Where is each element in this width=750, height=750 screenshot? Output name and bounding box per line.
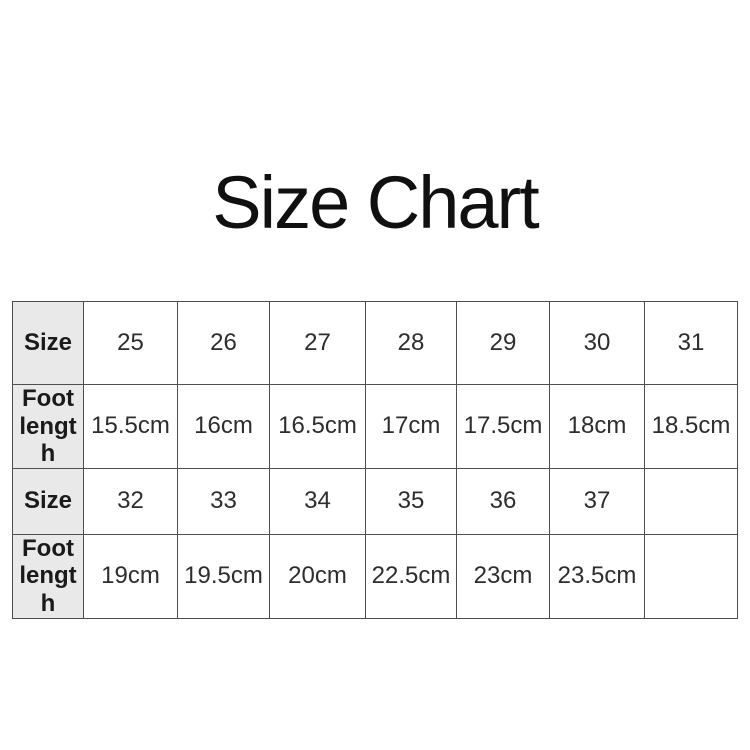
table-cell: 29 — [456, 301, 550, 385]
table-row-sizes-2: Size 32 33 34 35 36 37 — [12, 467, 738, 535]
table-row-foot-lengths-2: Foot length 19cm 19.5cm 20cm 22.5cm 23cm… — [12, 533, 738, 619]
table-row-sizes-1: Size 25 26 27 28 29 30 31 — [12, 301, 738, 385]
table-cell: 17cm — [365, 384, 457, 469]
table-cell: 34 — [269, 467, 366, 535]
table-cell: 20cm — [269, 533, 366, 619]
table-cell: 36 — [456, 467, 550, 535]
table-cell: 25 — [83, 301, 178, 385]
table-cell: 18cm — [549, 384, 645, 469]
row-header-foot-length: Foot length — [12, 384, 84, 469]
table-cell: 31 — [644, 301, 738, 385]
table-cell: 35 — [365, 467, 457, 535]
table-cell: 37 — [549, 467, 645, 535]
table-cell: 33 — [177, 467, 270, 535]
table-cell: 30 — [549, 301, 645, 385]
row-header-size: Size — [12, 467, 84, 535]
table-cell: 17.5cm — [456, 384, 550, 469]
size-chart-table: Size 25 26 27 28 29 30 31 Foot length 15… — [12, 301, 738, 619]
table-cell: 32 — [83, 467, 178, 535]
page-title: Size Chart — [212, 160, 539, 244]
table-cell: 19cm — [83, 533, 178, 619]
table-cell: 18.5cm — [644, 384, 738, 469]
table-row-foot-lengths-1: Foot length 15.5cm 16cm 16.5cm 17cm 17.5… — [12, 384, 738, 469]
table-cell: 26 — [177, 301, 270, 385]
table-cell: 16.5cm — [269, 384, 366, 469]
table-cell: 23cm — [456, 533, 550, 619]
table-cell: 15.5cm — [83, 384, 178, 469]
table-cell: 27 — [269, 301, 366, 385]
table-cell: 28 — [365, 301, 457, 385]
table-cell: 22.5cm — [365, 533, 457, 619]
table-cell: 19.5cm — [177, 533, 270, 619]
table-cell-empty — [644, 467, 738, 535]
row-header-size: Size — [12, 301, 84, 385]
table-cell: 23.5cm — [549, 533, 645, 619]
table-cell-empty — [644, 533, 738, 619]
table-cell: 16cm — [177, 384, 270, 469]
row-header-foot-length: Foot length — [12, 533, 84, 619]
